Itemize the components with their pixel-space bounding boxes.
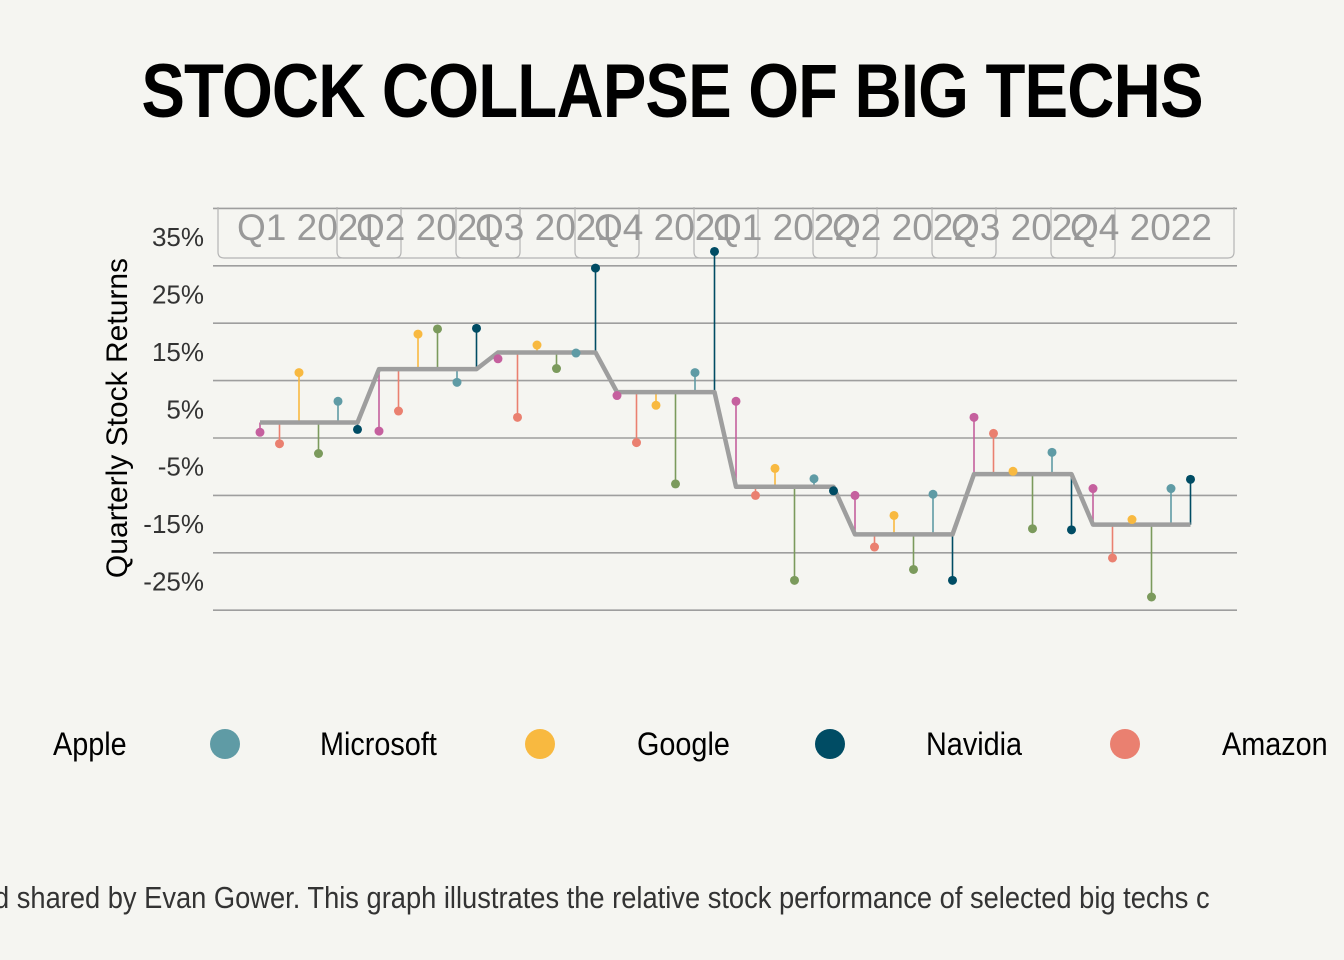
data-point	[809, 474, 819, 484]
data-point	[790, 575, 799, 585]
quarter-label: Q1 2021	[237, 207, 379, 248]
quarter-bracket	[217, 207, 402, 259]
y-tick-label: -5%	[158, 452, 204, 482]
data-point	[513, 412, 522, 422]
data-point	[751, 490, 760, 500]
data-point	[671, 479, 680, 489]
y-tick-label: 25%	[152, 280, 204, 310]
quarter-label: Q4 2022	[1070, 207, 1212, 248]
quarter-bracket	[931, 207, 1116, 259]
quarter-average-line	[260, 350, 1191, 537]
data-point	[433, 324, 442, 334]
data-point	[294, 368, 304, 378]
quarter-label: Q2 2021	[356, 207, 498, 248]
data-point	[452, 377, 462, 387]
y-tick-label: -25%	[143, 567, 204, 597]
data-point	[1067, 525, 1076, 535]
data-point	[1186, 474, 1195, 484]
data-point	[969, 412, 979, 422]
data-point	[472, 323, 481, 333]
quarter-bracket	[455, 207, 640, 259]
quarter-label: Q1 2022	[713, 207, 855, 248]
data-point	[532, 340, 542, 350]
quarter-label: Q4 2021	[594, 207, 736, 248]
quarter-bracket	[336, 207, 521, 259]
data-point	[889, 510, 899, 520]
quarter-bracket	[574, 207, 759, 259]
data-point	[493, 354, 503, 364]
data-point	[989, 428, 998, 438]
data-point	[770, 463, 780, 473]
legend-swatch-2	[525, 729, 555, 759]
quarter-label: Q2 2022	[832, 207, 974, 248]
y-tick-label: 15%	[152, 337, 204, 367]
legend-swatch-3	[815, 729, 845, 759]
legend-label-amazon: Amazon	[1222, 726, 1328, 762]
data-point	[731, 396, 741, 406]
data-point	[552, 364, 561, 374]
legend-label-google: Google	[637, 726, 730, 762]
y-tick-label: -15%	[143, 509, 204, 539]
y-tick-label: 5%	[166, 394, 204, 424]
data-point	[591, 263, 600, 273]
data-point	[571, 348, 581, 358]
quarter-bracket	[1050, 207, 1235, 259]
data-point	[353, 424, 362, 434]
data-point	[632, 438, 641, 448]
data-point	[1028, 524, 1037, 534]
data-point	[870, 542, 879, 552]
data-point	[1127, 515, 1137, 525]
data-point	[1047, 447, 1057, 457]
data-point	[928, 489, 938, 499]
data-point	[314, 448, 323, 458]
chart-title: STOCK COLLAPSE OF BIG TECHS	[141, 49, 1203, 134]
data-point	[1147, 592, 1156, 602]
data-point	[394, 406, 403, 416]
quarter-bracket	[812, 207, 997, 259]
data-point	[1166, 484, 1176, 494]
data-point	[255, 427, 265, 437]
data-point	[374, 426, 384, 436]
data-point	[948, 575, 957, 585]
caption-text: d shared by Evan Gower. This graph illus…	[0, 880, 1210, 915]
data-point	[275, 439, 284, 449]
data-point	[1008, 466, 1018, 476]
data-point	[612, 391, 622, 401]
data-point	[690, 368, 700, 378]
legend-swatch-1	[210, 729, 240, 759]
legend-label-navidia: Navidia	[926, 726, 1023, 762]
legend-label-apple: Apple	[53, 726, 127, 762]
data-point	[909, 564, 918, 574]
y-tick-label: 35%	[152, 222, 204, 252]
quarter-label: Q3 2022	[951, 207, 1093, 248]
data-point	[333, 396, 343, 406]
data-point	[413, 329, 423, 339]
legend-swatch-4	[1110, 729, 1140, 759]
quarter-label: Q3 2021	[475, 207, 617, 248]
data-point	[1088, 484, 1098, 494]
legend-label-microsoft: Microsoft	[320, 726, 437, 762]
data-point	[710, 246, 719, 256]
quarter-bracket	[693, 207, 878, 259]
data-point	[850, 490, 860, 500]
data-point	[829, 486, 838, 496]
data-point	[651, 400, 661, 410]
data-point	[1108, 553, 1117, 563]
